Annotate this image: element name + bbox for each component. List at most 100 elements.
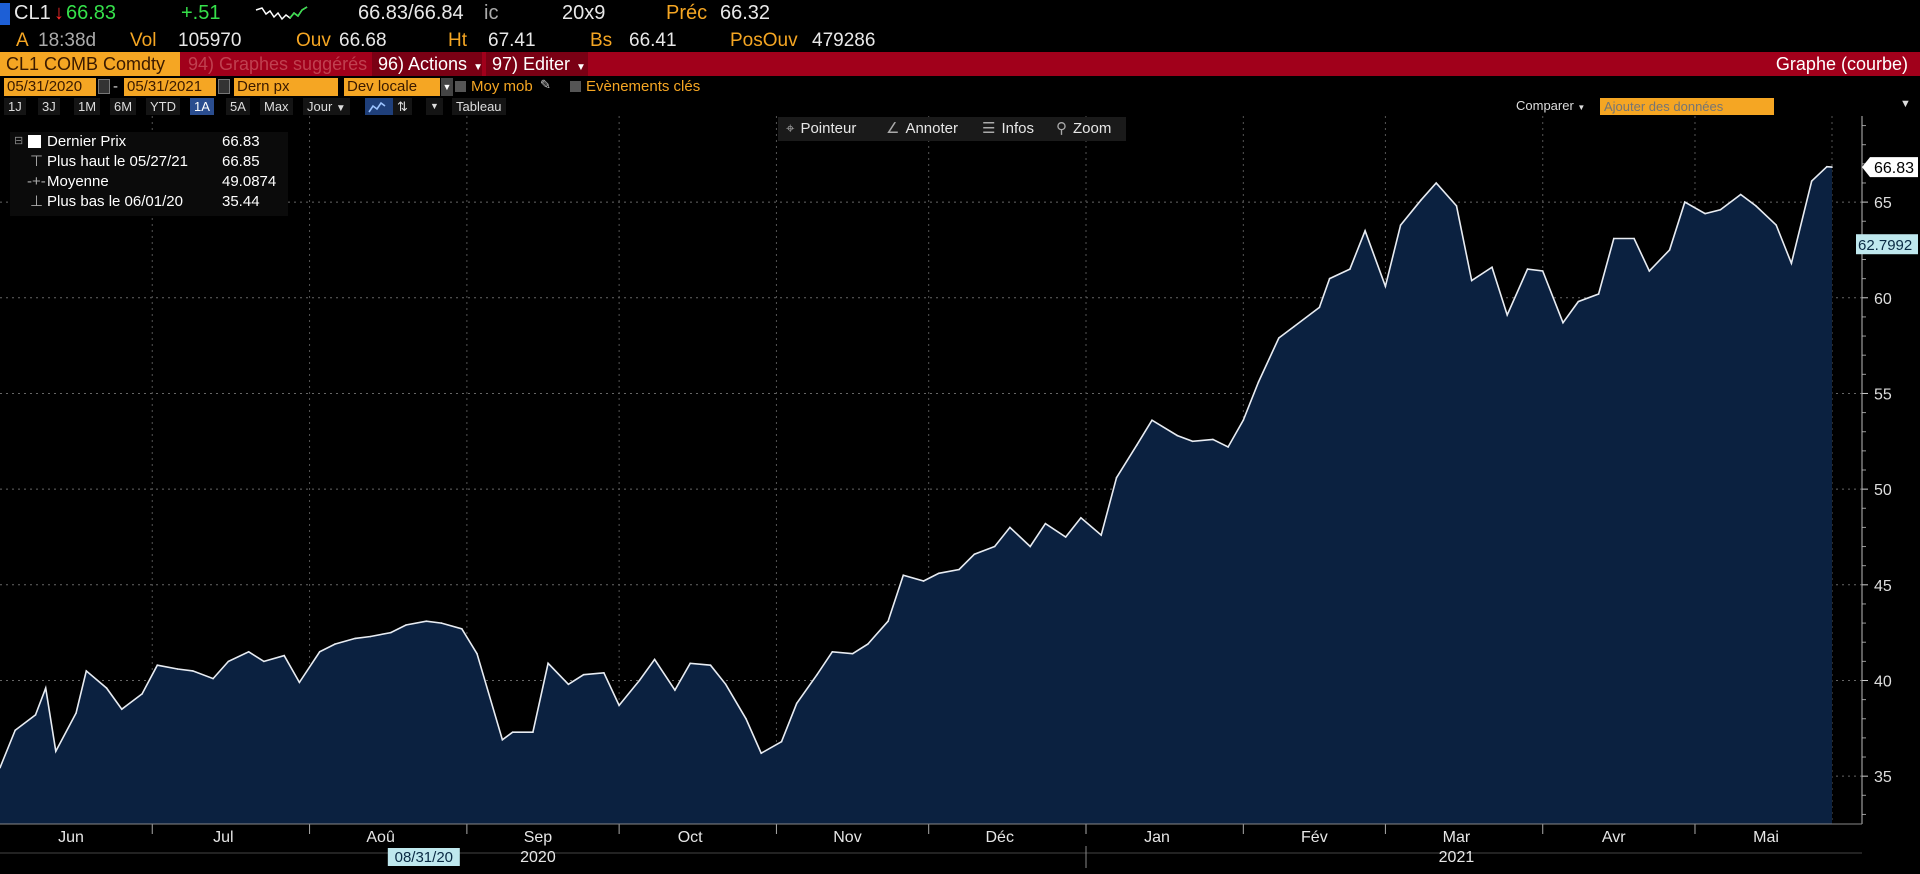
legend-high[interactable]: ⊤ Plus haut le 05/27/21 66.85 (10, 152, 288, 171)
collapse-icon[interactable]: ⊟ (14, 135, 24, 147)
candle-chart-icon[interactable]: ⇅ (393, 98, 412, 115)
zoom-tool[interactable]: ⚲ Zoom (1056, 117, 1111, 141)
data-point (14, 729, 16, 731)
value-tag-label: 62.7992 (1858, 237, 1912, 254)
currency-select[interactable]: Dev locale (344, 78, 440, 96)
range-6m[interactable]: 6M (110, 98, 137, 115)
menu-down-icon[interactable]: ▼ (1900, 98, 1911, 110)
data-point (263, 660, 265, 663)
y-tick-label: 50 (1874, 482, 1892, 499)
chevron-down-icon[interactable]: ▼ (426, 98, 443, 115)
range-1m[interactable]: 1M (74, 98, 101, 115)
data-point (674, 689, 676, 691)
range-ytd[interactable]: YTD (146, 98, 180, 115)
security-field[interactable]: CL1 COMB Comdty (0, 52, 180, 76)
range-max[interactable]: Max (260, 98, 293, 115)
open-interest-label: PosOuv (730, 30, 798, 51)
table-button[interactable]: Tableau (452, 98, 506, 115)
pencil-icon[interactable]: ✎ (540, 77, 551, 92)
data-point (532, 731, 534, 733)
data-point (247, 651, 250, 653)
low-value: 66.41 (629, 30, 677, 51)
compare-button[interactable]: Comparer ▼ (1516, 98, 1585, 113)
calendar-icon[interactable] (98, 79, 110, 94)
x-month-label: Mar (1443, 829, 1471, 846)
data-point (1633, 237, 1635, 240)
data-point (425, 620, 428, 622)
highlight-date-box (387, 848, 460, 866)
price-field-select[interactable]: Dern px (234, 78, 338, 96)
range-bar: 1J 3J 1M 6M YTD 1A 5A Max Jour ▼ ⇅ ▼ Tableau Co… (0, 97, 1920, 116)
annotate-tool[interactable]: ∠ Annoter (886, 117, 958, 141)
legend-label: Plus bas le 06/01/20 (47, 193, 183, 210)
data-point (1318, 306, 1321, 309)
data-point (1136, 444, 1138, 446)
data-point (283, 654, 286, 657)
data-point (1435, 182, 1437, 184)
edit-menu[interactable]: 97) Editer ▼ (486, 52, 588, 76)
key-events-checkbox[interactable] (570, 81, 581, 92)
high-value: 67.41 (488, 30, 536, 51)
sparkline-icon (255, 6, 308, 21)
data-point (831, 651, 834, 653)
x-month-label: Oct (678, 829, 703, 846)
data-point (1399, 224, 1402, 226)
pointer-label: Pointeur (800, 120, 857, 137)
data-point (1831, 166, 1833, 168)
data-point (1278, 337, 1280, 339)
chart-title: Graphe (courbe) (1775, 54, 1908, 74)
suggested-graphs-button[interactable]: 94) Graphes suggérés (188, 54, 368, 74)
data-point (318, 651, 321, 653)
moving-avg-label[interactable]: Moy mob (471, 78, 533, 95)
legend-average[interactable]: -+- Moyenne 49.0874 (10, 172, 288, 191)
data-point (85, 670, 88, 672)
data-point (653, 658, 656, 661)
data-point (176, 668, 179, 670)
range-1a[interactable]: 1A (190, 98, 214, 115)
add-data-input[interactable] (1600, 98, 1774, 115)
calendar-icon[interactable] (218, 79, 230, 94)
list-icon: ☰ (982, 120, 996, 137)
magnifier-icon: ⚲ (1056, 120, 1067, 137)
ticker[interactable]: CL1 (14, 2, 51, 24)
price-chart[interactable]: 35 40 45 50 55 60 65 Jun Jul Aoû Sep Oct Nov Déc Jan F… (0, 116, 1920, 874)
data-point (1562, 321, 1564, 324)
data-point (212, 677, 214, 680)
compare-label: Comparer (1516, 98, 1574, 113)
range-3j[interactable]: 3J (38, 98, 60, 115)
x-year-label: 2021 (1439, 849, 1475, 866)
crosshair-icon: ⌖ (786, 120, 795, 137)
x-month-label: Sep (524, 829, 553, 846)
range-5a[interactable]: 5A (226, 98, 250, 115)
legend-last-price[interactable]: ⊟ Dernier Prix 66.83 (10, 132, 288, 151)
key-events-label[interactable]: Evènements clés (586, 78, 701, 95)
y-tick-label: 65 (1874, 195, 1892, 212)
prev-close-value: 66.32 (720, 2, 771, 24)
data-point (1242, 419, 1245, 422)
annotate-label: Annoter (905, 120, 958, 137)
value-tags: 66.83 62.7992 (1856, 157, 1918, 254)
legend-low[interactable]: ⊥ Plus bas le 06/01/20 35.44 (10, 192, 288, 211)
range-1j[interactable]: 1J (4, 98, 26, 115)
actions-menu[interactable]: 96) Actions ▼ (372, 52, 483, 76)
data-point (405, 624, 407, 626)
legend-label: Moyenne (47, 173, 109, 190)
data-point (745, 718, 747, 720)
chart-toolbar: 05/31/2020 - 05/31/2021 Dern px Dev loca… (0, 77, 1920, 97)
chevron-down-icon[interactable]: ▼ (441, 78, 453, 96)
data-point (1384, 285, 1387, 288)
pointer-tool[interactable]: ⌖ Pointeur (786, 117, 856, 141)
line-chart-icon[interactable] (365, 98, 393, 115)
info-label: Infos (1001, 120, 1034, 137)
start-date-input[interactable]: 05/31/2020 (4, 78, 96, 96)
legend-value: 66.83 (222, 133, 260, 150)
moving-avg-checkbox[interactable] (455, 81, 466, 92)
data-point (1755, 205, 1757, 207)
data-point (938, 572, 940, 575)
period-select[interactable]: Jour ▼ (303, 98, 350, 115)
end-date-input[interactable]: 05/31/2021 (124, 78, 216, 96)
data-point (603, 672, 605, 674)
info-tool[interactable]: ☰ Infos (982, 117, 1034, 141)
data-point (1719, 209, 1722, 211)
data-point (354, 637, 357, 640)
